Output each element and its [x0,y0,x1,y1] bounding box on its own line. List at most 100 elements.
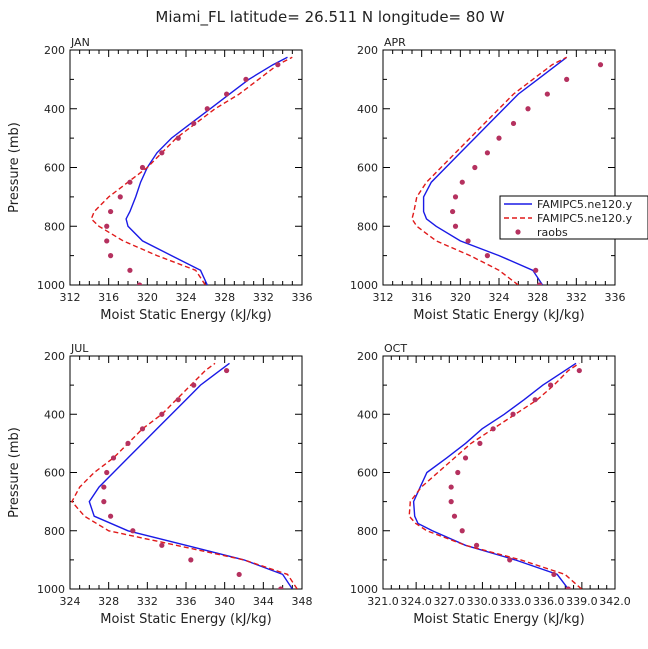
x-tick-label: 327.0 [434,595,466,608]
panel-title: JUL [70,342,89,355]
x-axis-label: Moist Static Energy (kJ/kg) [413,308,584,323]
raobs-point [204,106,210,112]
x-tick-label: 332 [566,291,587,304]
legend-marker-raobs [515,229,521,235]
y-tick-label: 200 [357,44,378,57]
raobs-point [275,62,281,68]
x-tick-label: 336 [292,291,313,304]
raobs-point [191,120,197,127]
x-tick-label: 330.0 [467,595,499,608]
raobs-point [448,499,454,505]
raobs-point [532,397,538,403]
raobs-point [139,164,146,171]
y-tick-label: 600 [357,467,378,480]
raobs-point [452,194,459,200]
x-tick-label: 320 [450,291,471,304]
y-tick-label: 400 [44,103,65,116]
panel-oct: OCT 321.0 324.0 327.0 330.0 333.0 336.0 339.0 34… [350,342,631,627]
panel-apr: APR 312 316 320 324 328 332 336 200 400 600 800 1000… [350,36,626,323]
raobs-point [278,586,284,589]
raobs-point [450,208,456,215]
panel-title: JAN [70,36,90,49]
x-tick-label: 336 [176,595,197,608]
y-axis-label: Pressure (mb) [7,427,22,518]
x-tick-label: 336 [605,291,626,304]
raobs-point [130,528,136,534]
raobs-point [455,469,461,476]
panel-title: OCT [384,342,407,355]
x-tick-label: 324 [176,291,197,304]
raobs-point [448,484,454,490]
panel-title: APR [384,36,406,49]
y-tick-label: 1000 [350,583,378,596]
x-tick-label: 336.0 [533,595,565,608]
x-tick-label: 321.0 [367,595,399,608]
x-tick-label: 348 [292,595,313,608]
raobs-point [576,367,582,374]
raobs-point [462,455,469,461]
x-tick-label: 324.0 [400,595,432,608]
raobs-point [544,91,550,97]
x-tick-label: 312 [60,291,81,304]
panel-jul: JUL 324 328 332 336 340 344 348 200 400 600 800 1000… [7,342,313,627]
raobs-point [159,411,165,417]
raobs-point [224,367,230,374]
raobs-point [104,223,110,229]
raobs-point [243,76,249,82]
raobs-point [459,179,465,185]
model-a-line [422,56,568,285]
plot-frame [382,49,616,286]
x-tick-label: 316 [98,291,119,304]
legend-entry: FAMIPC5.ne120.y [537,198,633,211]
raobs-point [175,135,181,141]
raobs-point [473,542,480,548]
raobs-point [104,469,110,476]
x-axis-label: Moist Static Energy (kJ/kg) [100,612,271,627]
series-group [90,56,293,285]
x-axis-label: Moist Static Energy (kJ/kg) [100,308,271,323]
plot-frame [69,49,303,286]
y-axis-label: Pressure (mb) [7,122,22,213]
y-tick-label: 1000 [37,583,65,596]
x-tick-label: 328 [98,595,119,608]
y-tick-label: 800 [44,525,65,538]
y-tick-label: 200 [44,350,65,363]
x-tick-label: 312 [373,291,394,304]
raobs-point [496,135,502,141]
x-tick-label: 332 [137,595,158,608]
raobs-point [510,120,517,127]
raobs-point [101,499,107,505]
model-b-line [90,56,293,285]
x-tick-label: 342.0 [599,595,631,608]
raobs-point [451,513,458,519]
raobs-point [110,455,117,461]
raobs-point [533,267,539,273]
x-tick-label: 344 [253,595,274,608]
raobs-point [484,150,490,156]
raobs-point [547,382,554,388]
model-b-line [71,362,298,589]
x-tick-label: 316 [411,291,432,304]
raobs-point [507,557,513,563]
y-tick-label: 200 [44,44,65,57]
raobs-point [565,586,571,589]
y-tick-label: 400 [357,408,378,421]
series-group [408,362,582,589]
raobs-point [188,557,194,563]
y-tick-label: 600 [357,162,378,175]
x-tick-label: 320 [137,291,158,304]
raobs-point [564,76,570,82]
raobs-point [159,542,165,548]
raobs-point [477,440,483,446]
figure-title: Miami_FL latitude= 26.511 N longitude= 8… [155,8,504,27]
raobs-point [101,484,107,490]
raobs-point [159,150,165,156]
raobs-point [459,528,465,534]
model-a-line [125,56,288,285]
y-tick-label: 1000 [37,279,65,292]
y-tick-label: 600 [44,162,65,175]
x-tick-label: 324 [60,595,81,608]
x-tick-label: 328 [527,291,548,304]
raobs-point [127,267,133,273]
